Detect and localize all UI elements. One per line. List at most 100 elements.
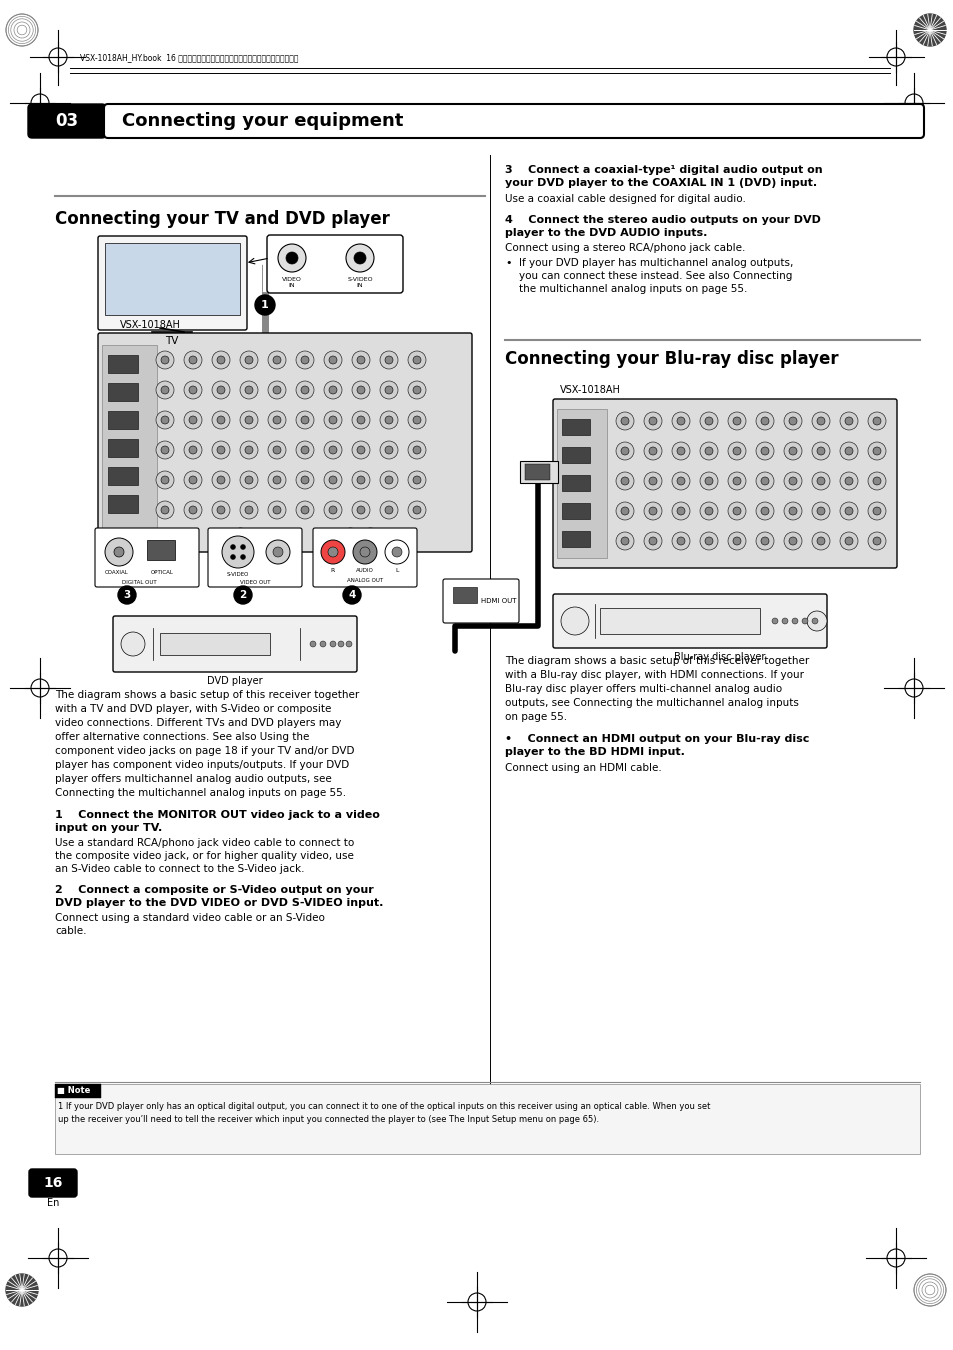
Bar <box>108 355 138 373</box>
Circle shape <box>816 477 824 485</box>
Circle shape <box>268 471 286 489</box>
Circle shape <box>352 441 370 459</box>
Text: 2    Connect a composite or S-Video output on your: 2 Connect a composite or S-Video output … <box>55 886 374 895</box>
Circle shape <box>329 356 336 365</box>
Circle shape <box>184 351 202 369</box>
Text: 1 If your DVD player only has an optical digital output, you can connect it to o: 1 If your DVD player only has an optical… <box>58 1102 710 1111</box>
Circle shape <box>295 351 314 369</box>
Circle shape <box>816 537 824 545</box>
Text: player to the DVD AUDIO inputs.: player to the DVD AUDIO inputs. <box>504 228 706 238</box>
FancyBboxPatch shape <box>208 528 302 587</box>
Text: 3: 3 <box>123 590 131 599</box>
Circle shape <box>184 410 202 429</box>
Circle shape <box>268 410 286 429</box>
Circle shape <box>189 356 196 365</box>
Circle shape <box>301 506 309 514</box>
Text: The diagram shows a basic setup of this receiver together: The diagram shows a basic setup of this … <box>55 690 359 701</box>
Circle shape <box>840 502 857 520</box>
Text: Blu-ray disc player: Blu-ray disc player <box>674 652 765 662</box>
Circle shape <box>408 381 426 400</box>
Circle shape <box>413 477 420 485</box>
Circle shape <box>840 412 857 431</box>
Text: 1    Connect the MONITOR OUT video jack to a video: 1 Connect the MONITOR OUT video jack to … <box>55 810 379 819</box>
FancyBboxPatch shape <box>442 579 518 622</box>
Circle shape <box>212 471 230 489</box>
Circle shape <box>216 356 225 365</box>
Circle shape <box>811 412 829 431</box>
Circle shape <box>352 410 370 429</box>
Circle shape <box>273 386 281 394</box>
Circle shape <box>788 537 796 545</box>
Circle shape <box>6 1274 38 1305</box>
Text: 4    Connect the stereo audio outputs on your DVD: 4 Connect the stereo audio outputs on yo… <box>504 215 820 225</box>
Circle shape <box>324 410 341 429</box>
Circle shape <box>392 547 401 558</box>
Circle shape <box>216 386 225 394</box>
Circle shape <box>118 586 136 603</box>
Circle shape <box>310 641 315 647</box>
Circle shape <box>245 356 253 365</box>
Text: your DVD player to the COAXIAL IN 1 (DVD) input.: your DVD player to the COAXIAL IN 1 (DVD… <box>504 178 817 188</box>
Circle shape <box>840 472 857 490</box>
Circle shape <box>295 410 314 429</box>
Circle shape <box>755 441 773 460</box>
Circle shape <box>783 441 801 460</box>
Circle shape <box>301 477 309 485</box>
Circle shape <box>783 412 801 431</box>
Text: Connect using a standard video cable or an S-Video: Connect using a standard video cable or … <box>55 913 325 923</box>
Circle shape <box>867 532 885 549</box>
Circle shape <box>616 502 634 520</box>
Circle shape <box>648 447 657 455</box>
Circle shape <box>844 477 852 485</box>
Circle shape <box>648 477 657 485</box>
FancyBboxPatch shape <box>28 104 106 138</box>
Text: the composite video jack, or for higher quality video, use: the composite video jack, or for higher … <box>55 850 354 861</box>
Text: up the receiver you’ll need to tell the receiver which input you connected the p: up the receiver you’ll need to tell the … <box>58 1115 598 1125</box>
Circle shape <box>356 446 365 454</box>
Circle shape <box>811 472 829 490</box>
Circle shape <box>727 532 745 549</box>
Circle shape <box>301 356 309 365</box>
Circle shape <box>755 532 773 549</box>
Circle shape <box>408 471 426 489</box>
Circle shape <box>788 417 796 425</box>
Circle shape <box>245 386 253 394</box>
Circle shape <box>840 532 857 549</box>
Circle shape <box>648 417 657 425</box>
Circle shape <box>704 508 712 514</box>
Bar <box>160 633 270 655</box>
Circle shape <box>913 1274 945 1305</box>
Bar <box>599 608 760 634</box>
FancyBboxPatch shape <box>313 528 416 587</box>
Circle shape <box>732 477 740 485</box>
Text: Connecting the multichannel analog inputs on page 55.: Connecting the multichannel analog input… <box>55 788 346 798</box>
Text: DVD player to the DVD VIDEO or DVD S-VIDEO input.: DVD player to the DVD VIDEO or DVD S-VID… <box>55 898 383 909</box>
Circle shape <box>700 472 718 490</box>
Text: with a Blu-ray disc player, with HDMI connections. If your: with a Blu-ray disc player, with HDMI co… <box>504 670 803 680</box>
Circle shape <box>156 501 173 518</box>
Circle shape <box>671 532 689 549</box>
Circle shape <box>356 416 365 424</box>
Circle shape <box>286 252 297 265</box>
Text: HDMI OUT: HDMI OUT <box>480 598 516 603</box>
Circle shape <box>156 410 173 429</box>
Circle shape <box>268 501 286 518</box>
Text: The diagram shows a basic setup of this receiver together: The diagram shows a basic setup of this … <box>504 656 808 666</box>
Circle shape <box>671 502 689 520</box>
Bar <box>561 418 589 435</box>
Bar <box>108 383 138 401</box>
Circle shape <box>222 536 253 568</box>
Circle shape <box>189 506 196 514</box>
Circle shape <box>301 416 309 424</box>
Text: L: L <box>395 568 398 572</box>
Text: 2: 2 <box>239 590 247 599</box>
FancyBboxPatch shape <box>553 594 826 648</box>
Circle shape <box>872 477 880 485</box>
Circle shape <box>801 618 807 624</box>
Circle shape <box>872 447 880 455</box>
Circle shape <box>755 502 773 520</box>
Circle shape <box>329 506 336 514</box>
Text: with a TV and DVD player, with S-Video or composite: with a TV and DVD player, with S-Video o… <box>55 703 331 714</box>
Circle shape <box>295 441 314 459</box>
Text: VSX-1018AH: VSX-1018AH <box>559 385 620 396</box>
